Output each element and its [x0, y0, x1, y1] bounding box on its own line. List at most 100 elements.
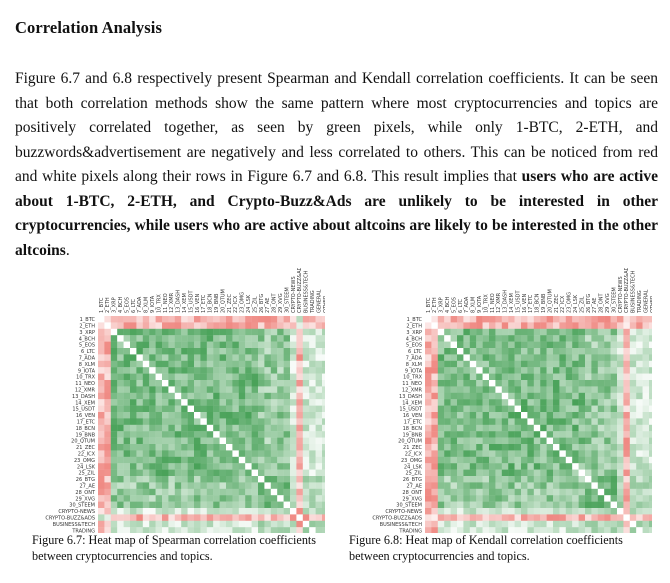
heatmap-cell [514, 488, 522, 496]
heatmap-cell [457, 463, 464, 470]
heatmap-cell [136, 508, 143, 515]
heatmap-cell [290, 386, 297, 393]
heatmap-cell [123, 424, 131, 432]
column-label: 14_XEM [509, 293, 515, 313]
heatmap-cell [425, 386, 432, 393]
heatmap-cell [591, 463, 598, 470]
heatmap-cell [508, 392, 515, 400]
column-label: 13_DASH [503, 290, 509, 313]
heatmap-cell [565, 418, 573, 425]
heatmap-cell [546, 508, 554, 515]
heatmap-cell [168, 431, 175, 438]
heatmap-cell [501, 392, 509, 400]
heatmap-cell [649, 463, 656, 470]
heatmap-cell [123, 527, 131, 534]
heatmap-cell [283, 437, 291, 445]
heatmap-cell [296, 341, 303, 349]
heatmap-cell [495, 405, 502, 413]
heatmap-cell [213, 476, 220, 483]
heatmap-cell [181, 463, 188, 470]
row-label: 6_LTC [81, 349, 96, 355]
heatmap-cell [194, 437, 201, 445]
heatmap-cell [476, 373, 483, 381]
heatmap-cell [623, 354, 630, 361]
heatmap-cell [219, 386, 227, 393]
heatmap-cell [521, 437, 528, 445]
heatmap-cell [482, 341, 490, 349]
heatmap-cell [226, 405, 233, 413]
heatmap-cell [508, 450, 515, 457]
heatmap-cell [636, 508, 643, 515]
heatmap-cell [578, 488, 586, 496]
row-label: 29_XVG [402, 496, 422, 502]
heatmap-cell [623, 520, 630, 528]
column-label: 1_BTC [99, 297, 105, 313]
heatmap-cell [425, 482, 432, 489]
heatmap-cell [174, 482, 182, 489]
heatmap-cell [162, 463, 169, 470]
heatmap-cell [437, 341, 445, 349]
heatmap-cell [565, 444, 573, 451]
heatmap-cell [476, 316, 483, 323]
column-label: 13_DASH [176, 290, 182, 313]
heatmap-cell [123, 444, 131, 451]
heatmap-cell [232, 476, 239, 483]
heatmap-cell [559, 328, 566, 336]
heatmap-cell [559, 463, 566, 470]
row-label: 17_ETC [77, 420, 96, 426]
heatmap-cell [130, 335, 137, 342]
heatmap-cell [251, 450, 259, 457]
heatmap-cell [489, 328, 496, 336]
heatmap-cell [142, 495, 150, 502]
heatmap-cell [226, 424, 233, 432]
heatmap-cell [469, 348, 477, 355]
heatmap-cell [155, 431, 163, 438]
heatmap-cell [200, 412, 207, 419]
heatmap-cell [142, 399, 150, 406]
heatmap-cell [623, 399, 630, 406]
heatmap-cell [168, 335, 175, 342]
heatmap-cell [469, 495, 477, 502]
heatmap-cell [508, 456, 515, 464]
heatmap-cell [469, 508, 477, 515]
heatmap-cell [533, 520, 541, 528]
heatmap-cell [469, 341, 477, 349]
heatmap-cell [168, 354, 175, 361]
heatmap-cell [168, 476, 175, 483]
heatmap-cell [283, 444, 291, 451]
heatmap-cell [501, 373, 509, 381]
heatmap-cell [533, 373, 541, 381]
heatmap-cell [591, 322, 598, 329]
heatmap-cell [489, 424, 496, 432]
heatmap-cell [245, 392, 252, 400]
heatmap-cell [585, 424, 592, 432]
heatmap-cell [117, 488, 124, 496]
heatmap-cell [463, 335, 470, 342]
heatmap-cell [174, 450, 182, 457]
heatmap-cell [245, 328, 252, 336]
heatmap-cell [206, 322, 214, 329]
heatmap-cell [559, 386, 566, 393]
heatmap-cell [444, 316, 451, 323]
heatmap-cell [469, 476, 477, 483]
heatmap-cell [437, 335, 445, 342]
heatmap-cell [546, 341, 554, 349]
heatmap-cell [514, 380, 522, 387]
heatmap-cell [559, 418, 566, 425]
heatmap-cell [232, 405, 239, 413]
heatmap-cell [597, 348, 605, 355]
heatmap-cell [591, 520, 598, 528]
row-label: 30_STEEM [69, 503, 95, 509]
heatmap-cell [251, 354, 259, 361]
heatmap-cell [104, 527, 111, 534]
column-label: 20_QTUM [220, 289, 226, 313]
heatmap-cell [238, 520, 246, 528]
heatmap-cell [617, 476, 624, 483]
heatmap-cell [296, 508, 303, 515]
heatmap-cell [110, 392, 118, 400]
heatmap-cell [431, 444, 438, 451]
heatmap-cell [610, 316, 618, 323]
heatmap-cell [98, 527, 105, 534]
heatmap-cell [610, 386, 618, 393]
heatmap-cell [463, 328, 470, 336]
